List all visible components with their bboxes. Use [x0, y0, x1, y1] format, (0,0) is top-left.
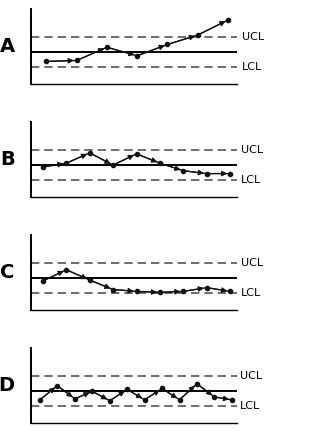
Text: A: A: [0, 37, 15, 56]
Text: LCL: LCL: [241, 175, 261, 185]
Text: UCL: UCL: [241, 145, 263, 155]
Text: LCL: LCL: [240, 401, 260, 411]
Text: LCL: LCL: [241, 288, 261, 298]
Text: UCL: UCL: [240, 371, 262, 381]
Text: D: D: [0, 376, 15, 395]
Text: UCL: UCL: [241, 258, 263, 268]
Text: B: B: [0, 150, 15, 169]
Text: UCL: UCL: [242, 32, 264, 42]
Text: C: C: [0, 263, 15, 282]
Text: LCL: LCL: [242, 62, 262, 72]
